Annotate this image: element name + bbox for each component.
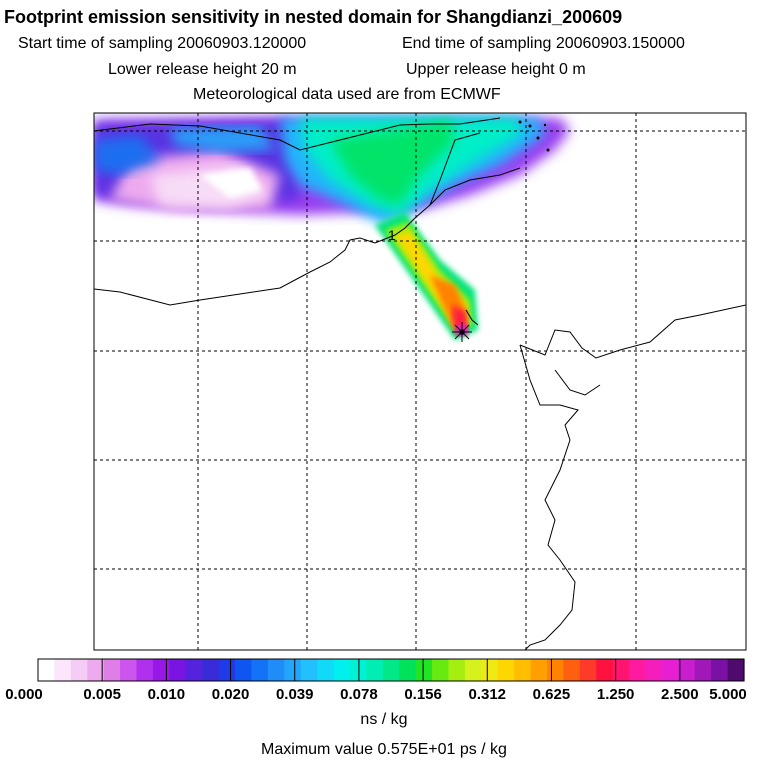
lat-lon-grid — [94, 113, 746, 650]
colorbar-swatch — [103, 659, 121, 681]
colorbar-swatch — [87, 659, 105, 681]
colorbar-swatch — [727, 659, 745, 681]
colorbar-swatch — [448, 659, 466, 681]
colorbar-tick-label: 2.500 — [661, 686, 699, 703]
colorbar-swatch — [70, 659, 88, 681]
colorbar-tick-label: 0.010 — [148, 686, 186, 703]
colorbar-swatch — [235, 659, 253, 681]
colorbar-swatch — [136, 659, 154, 681]
colorbar-tick-label: 0.625 — [533, 686, 571, 703]
colorbar-swatch — [267, 659, 285, 681]
colorbar-swatch — [678, 659, 696, 681]
colorbar-tick-label: 5.000 — [709, 686, 747, 703]
colorbar-swatch — [218, 659, 236, 681]
colorbar-swatch — [251, 659, 269, 681]
colorbar-swatch — [382, 659, 400, 681]
colorbar-tick-label: 0.039 — [276, 686, 314, 703]
colorbar-swatch — [399, 659, 417, 681]
receptor-star-icon — [452, 322, 472, 342]
colorbar-swatch — [333, 659, 351, 681]
colorbar-swatch — [711, 659, 729, 681]
map-frame — [93, 112, 747, 651]
lower-release-height: Lower release height 20 m — [108, 61, 297, 78]
colorbar-swatch — [185, 659, 203, 681]
sampling-end-time: End time of sampling 20060903.150000 — [402, 35, 685, 52]
colorbar-tick-label: 0.000 — [5, 686, 43, 703]
colorbar-swatch — [120, 659, 138, 681]
maximum-value: Maximum value 0.575E+01 ps / kg — [261, 741, 507, 758]
sensitivity-field — [94, 118, 570, 340]
colorbar-units: ns / kg — [360, 711, 408, 728]
colorbar-swatch — [645, 659, 663, 681]
contour-label: 1 — [388, 227, 396, 243]
colorbar-swatch — [579, 659, 597, 681]
colorbar-swatch — [432, 659, 450, 681]
map-title: Footprint emission sensitivity in nested… — [4, 7, 623, 27]
colorbar-swatch — [563, 659, 581, 681]
colorbar-tick-label: 0.020 — [212, 686, 250, 703]
coastal-dots — [518, 120, 550, 152]
colorbar-swatch — [284, 659, 302, 681]
sampling-start-time: Start time of sampling 20060903.120000 — [18, 35, 307, 52]
colorbar-swatch — [152, 659, 170, 681]
meteorological-data-note: Meteorological data used are from ECMWF — [193, 86, 501, 103]
colorbar-swatch — [629, 659, 647, 681]
colorbar-swatch — [546, 659, 564, 681]
colorbar-tick-label: 1.250 — [597, 686, 635, 703]
colorbar-tick-labels: 0.000 0.005 0.010 0.020 0.039 0.078 0.156 0.312… — [5, 686, 747, 703]
colorbar-tick-label: 0.156 — [404, 686, 442, 703]
colorbar-swatch — [514, 659, 532, 681]
colorbar-swatch — [464, 659, 482, 681]
colorbar-swatch — [481, 659, 499, 681]
colorbar-tick-label: 0.078 — [340, 686, 378, 703]
colorbar — [37, 658, 745, 682]
colorbar-tick-label: 0.312 — [468, 686, 506, 703]
colorbar-swatch — [596, 659, 614, 681]
colorbar-swatch — [415, 659, 433, 681]
colorbar-swatch — [38, 659, 56, 681]
colorbar-swatch — [202, 659, 220, 681]
colorbar-swatch — [54, 659, 72, 681]
colorbar-swatch — [317, 659, 335, 681]
colorbar-swatch — [169, 659, 187, 681]
colorbar-tick-label: 0.005 — [83, 686, 121, 703]
colorbar-swatch — [366, 659, 384, 681]
colorbar-swatch — [661, 659, 679, 681]
colorbar-swatch — [530, 659, 548, 681]
colorbar-swatch — [497, 659, 515, 681]
colorbar-swatch — [612, 659, 630, 681]
colorbar-swatch — [300, 659, 318, 681]
upper-release-height: Upper release height 0 m — [406, 61, 586, 78]
colorbar-swatch — [694, 659, 712, 681]
colorbar-frame — [37, 658, 745, 682]
coastline-borders — [94, 117, 746, 650]
